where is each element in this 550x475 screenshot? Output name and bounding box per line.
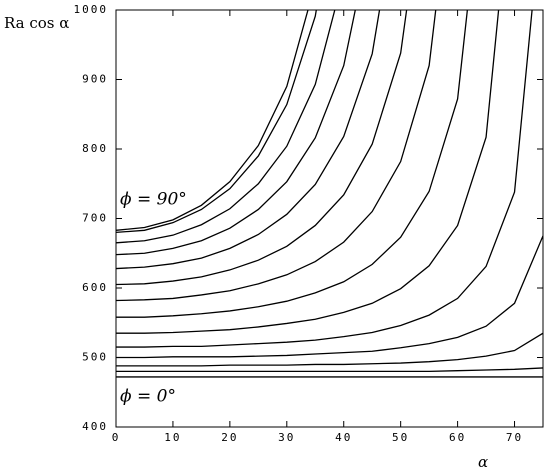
curve	[116, 10, 381, 270]
curve	[116, 10, 336, 244]
y-tick-label: 800	[82, 142, 108, 155]
curve	[116, 332, 543, 367]
y-tick-label: 1000	[74, 3, 109, 16]
curves	[116, 10, 543, 378]
x-tick-label: 0	[112, 431, 121, 444]
y-tick-label: 700	[82, 212, 108, 225]
x-tick-label: 20	[221, 431, 238, 444]
curve	[116, 10, 469, 318]
curve	[116, 10, 500, 334]
curve	[116, 10, 317, 234]
y-tick-label: 400	[82, 420, 108, 433]
curve	[116, 10, 408, 286]
curve	[116, 367, 543, 373]
curve	[116, 10, 437, 302]
y-tick-label: 900	[82, 73, 108, 86]
x-tick-label: 50	[392, 431, 409, 444]
y-tick-label: 500	[82, 351, 108, 364]
curve	[116, 10, 309, 231]
annotation: ϕ = 0°	[120, 387, 176, 407]
y-tick-label: 600	[82, 281, 108, 294]
x-tick-label: 30	[278, 431, 295, 444]
x-tick-label: 60	[449, 431, 466, 444]
x-tick-label: 70	[506, 431, 523, 444]
annotation: ϕ = 90°	[120, 190, 187, 210]
x-tick-label: 10	[164, 431, 181, 444]
x-tick-label: 40	[335, 431, 352, 444]
curve	[116, 235, 543, 359]
x-axis-label: α	[478, 453, 488, 471]
y-axis-label: Ra cos α	[4, 14, 69, 32]
curve	[116, 10, 533, 348]
curve	[116, 10, 356, 256]
